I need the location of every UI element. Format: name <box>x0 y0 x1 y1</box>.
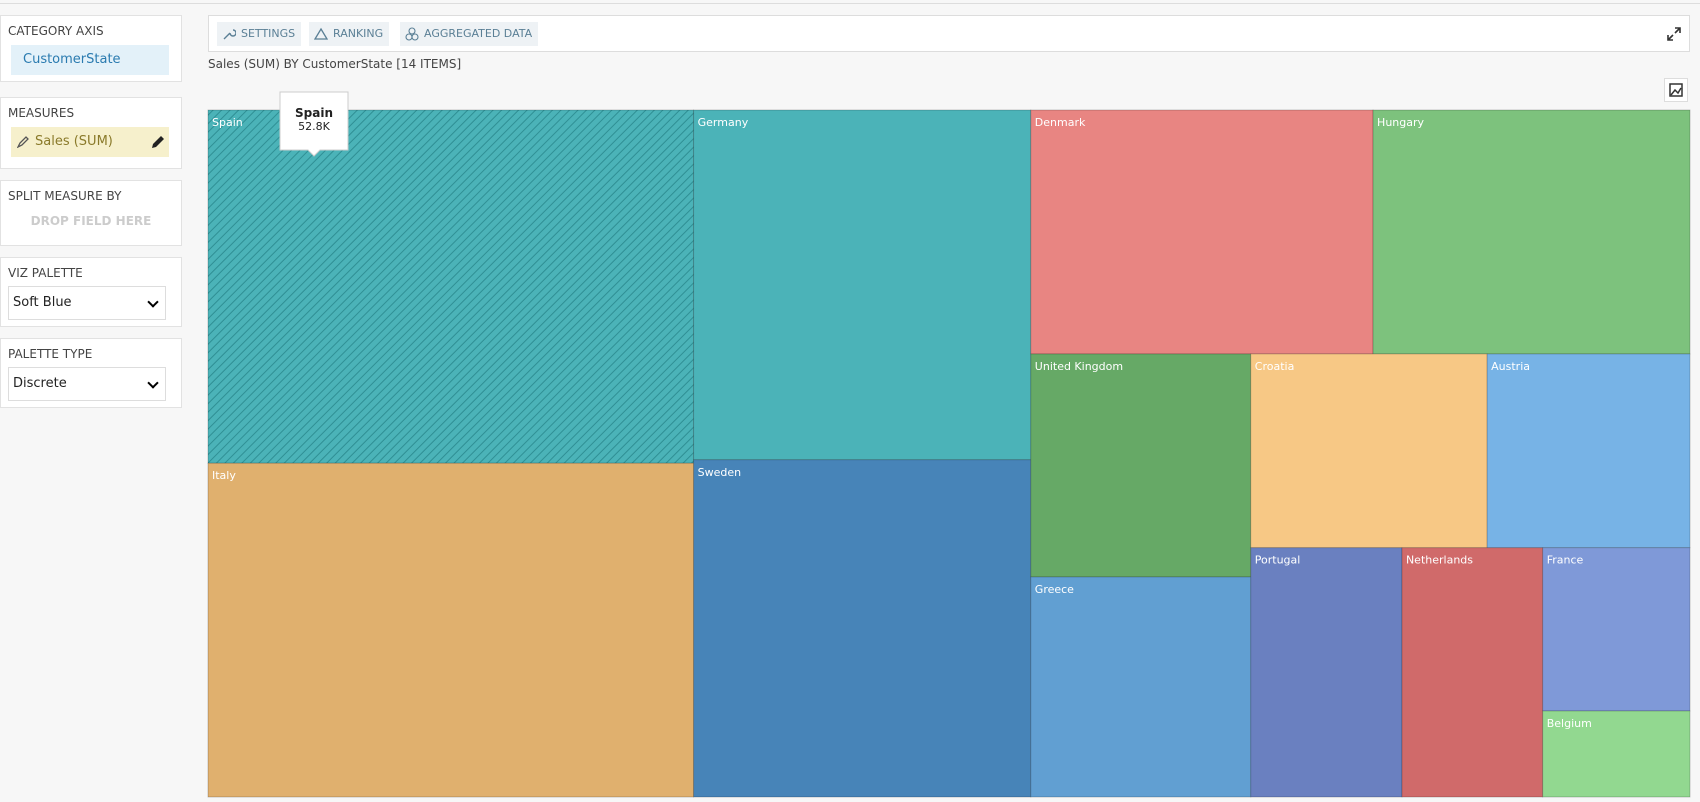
ranking-button[interactable]: RANKING <box>309 22 390 46</box>
image-icon <box>1669 83 1683 97</box>
treemap-cell <box>1250 547 1403 798</box>
treemap-cell <box>207 109 695 464</box>
measure-field[interactable]: Sales (SUM) <box>11 127 169 157</box>
settings-button[interactable]: SETTINGS <box>217 22 302 46</box>
cell-label: Germany <box>698 116 749 129</box>
cell-label: Austria <box>1491 360 1530 373</box>
cell-label: United Kingdom <box>1035 360 1123 373</box>
export-button[interactable] <box>1664 78 1688 102</box>
category-axis-panel: CATEGORY AXIS CustomerState <box>0 15 182 82</box>
viz-palette-panel: VIZ PALETTE Soft Blue <box>0 257 182 327</box>
treemap-cell <box>1372 109 1691 355</box>
field-label: CustomerState <box>23 52 121 67</box>
palette-select[interactable]: Soft Blue <box>8 286 166 320</box>
palette-type-select[interactable]: Discrete <box>8 367 166 401</box>
cell-label: Italy <box>212 469 236 482</box>
tooltip-box <box>279 91 349 157</box>
top-strip <box>0 0 1700 4</box>
treemap-cell <box>207 462 695 798</box>
measures-panel: MEASURES Sales (SUM) <box>0 97 182 169</box>
cell-label: Portugal <box>1255 554 1301 567</box>
button-label: RANKING <box>333 27 384 40</box>
expand-icon[interactable] <box>1667 27 1681 41</box>
treemap-cell <box>1542 710 1691 798</box>
cell-label: Belgium <box>1547 717 1592 730</box>
cubes-icon <box>405 27 419 41</box>
treemap-cell <box>1030 109 1374 355</box>
treemap-cell <box>693 109 1032 461</box>
treemap-cell <box>693 459 1032 798</box>
triangle-icon <box>314 27 328 40</box>
cell-label: Spain <box>212 116 243 129</box>
panel-title: CATEGORY AXIS <box>8 24 104 38</box>
cell-label: France <box>1547 554 1584 567</box>
palette-type-panel: PALETTE TYPE Discrete <box>0 338 182 408</box>
tooltip-category: Spain <box>295 106 333 120</box>
panel-title: SPLIT MEASURE BY <box>8 189 122 203</box>
treemap-cell <box>1250 353 1488 549</box>
treemap-cell <box>1542 547 1691 712</box>
cell-label: Sweden <box>698 466 741 479</box>
drop-placeholder[interactable]: DROP FIELD HERE <box>30 214 152 228</box>
cell-label: Greece <box>1035 583 1074 596</box>
chart-title: Sales (SUM) BY CustomerState [14 ITEMS] <box>208 57 462 71</box>
cell-label: Netherlands <box>1406 554 1473 567</box>
button-label: AGGREGATED DATA <box>424 27 533 40</box>
split-panel: SPLIT MEASURE BY DROP FIELD HERE <box>0 180 182 246</box>
cell-label: Denmark <box>1035 116 1086 129</box>
cell-label: Croatia <box>1255 360 1295 373</box>
treemap-cell <box>1486 353 1691 549</box>
treemap-cell <box>1401 547 1544 798</box>
button-label: SETTINGS <box>241 27 296 40</box>
aggregated-button[interactable]: AGGREGATED DATA <box>400 22 539 46</box>
treemap-cell <box>1030 353 1252 578</box>
field-label: Sales (SUM) <box>35 134 113 149</box>
panel-title: VIZ PALETTE <box>8 266 83 280</box>
tooltip-value: 52.8K <box>298 120 330 133</box>
toolbar: SETTINGS RANKING AGGREGATED DATA <box>208 15 1690 52</box>
panel-title: MEASURES <box>8 106 75 120</box>
treemap-cell <box>1030 576 1252 798</box>
panel-title: PALETTE TYPE <box>8 347 93 361</box>
pencil-icon <box>17 136 29 148</box>
edit-icon[interactable] <box>151 135 165 149</box>
cell-label: Hungary <box>1377 116 1424 129</box>
wrench-icon <box>223 29 236 40</box>
category-field[interactable]: CustomerState <box>11 45 169 75</box>
